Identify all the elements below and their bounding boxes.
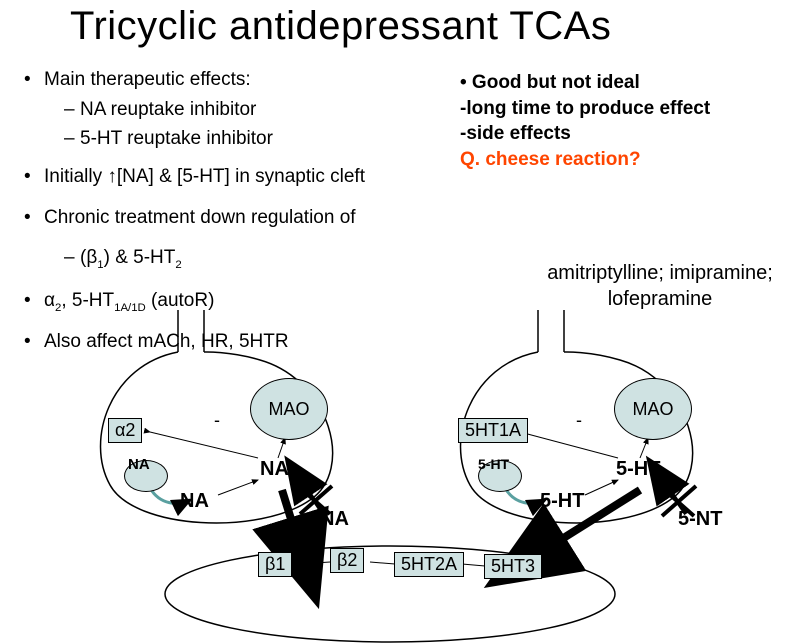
- text-5ht-sub: 2: [175, 259, 181, 271]
- receptor-beta2: β2: [330, 548, 364, 573]
- na-extracellular-label: NA: [320, 508, 349, 531]
- 5ht-center-label: 5-HT: [616, 458, 660, 481]
- vesicle-na-label: NA: [128, 456, 150, 473]
- na-center-label: NA: [260, 458, 289, 481]
- receptor-beta1: β1: [258, 552, 292, 577]
- text-autor: (autoR): [146, 290, 215, 311]
- na-free-label: NA: [180, 490, 209, 513]
- diagram-svg: [0, 310, 811, 644]
- alpha2-receptor: α2: [108, 418, 142, 443]
- mao-left: MAO: [250, 378, 328, 440]
- drugs-line2: lofepramine: [530, 286, 790, 312]
- minus-right: -: [576, 410, 582, 431]
- subbullet-na-reuptake: NA reuptake inhibitor: [16, 96, 436, 124]
- mao-right: MAO: [614, 378, 692, 440]
- receptor-5ht2a: 5HT2A: [394, 552, 464, 577]
- vesicle-5ht-label: 5-HT: [478, 456, 509, 472]
- receptor-5ht3: 5HT3: [484, 554, 542, 579]
- text-beta-pre: (β: [80, 247, 97, 268]
- subbullet-beta1-5ht2: (β1) & 5-HT2: [16, 244, 436, 273]
- drugs-line1: amitriptylline; imipramine;: [530, 260, 790, 286]
- subbullet-5ht-reuptake: 5-HT reuptake inhibitor: [16, 125, 436, 153]
- side-notes: • Good but not ideal -long time to produ…: [460, 70, 710, 173]
- drug-examples: amitriptylline; imipramine; lofepramine: [530, 260, 790, 312]
- side-question: Q. cheese reaction?: [460, 147, 710, 173]
- 5nt-extracellular-label: 5-NT: [678, 508, 722, 531]
- slide-title: Tricyclic antidepressant TCAs: [70, 4, 611, 49]
- bullet-chronic: Chronic treatment down regulation of: [16, 204, 436, 232]
- side-long-time: -long time to produce effect: [460, 96, 710, 122]
- bullet-main-effects: Main therapeutic effects:: [16, 66, 436, 94]
- alpha2-label: α2: [115, 420, 135, 440]
- receptor-5ht1a: 5HT1A: [458, 418, 528, 443]
- 5ht-free-label: 5-HT: [540, 490, 584, 513]
- side-side-effects: -side effects: [460, 121, 710, 147]
- minus-left: -: [214, 410, 220, 431]
- bullet-initially: Initially ↑[NA] & [5-HT] in synaptic cle…: [16, 163, 436, 191]
- side-good: • Good but not ideal: [460, 70, 710, 96]
- text-alpha-pre: α: [44, 290, 55, 311]
- synapse-diagram: MAO α2 NA NA NA NA - MAO 5HT1A 5-HT 5-HT…: [0, 310, 811, 644]
- text-5ht-pre: ) & 5-HT: [104, 247, 176, 268]
- text-5ht-mid: , 5-HT: [61, 290, 114, 311]
